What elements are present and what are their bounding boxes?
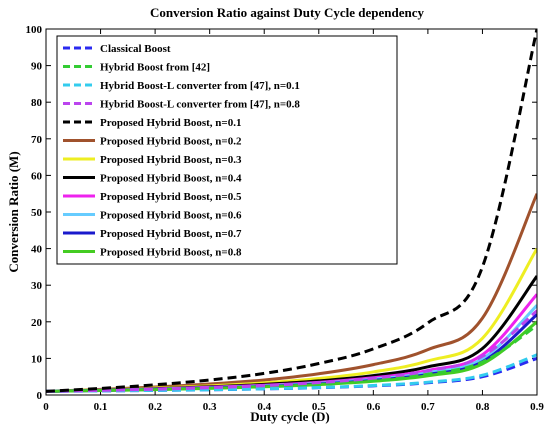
- y-tick-label: 20: [31, 317, 43, 329]
- y-tick-label: 80: [31, 97, 43, 109]
- legend-box: [56, 35, 398, 265]
- legend: Classical Boost Hybrid Boost from [42] Hyb…: [56, 35, 398, 265]
- series-line-3: [46, 353, 537, 393]
- x-tick-label: 0.3: [203, 401, 217, 413]
- legend-label: Proposed Hybrid Boost, n=0.3: [100, 154, 242, 166]
- legend-label: Proposed Hybrid Boost, n=0.8: [100, 247, 242, 259]
- x-tick-label: 0.6: [366, 401, 380, 413]
- legend-label: Classical Boost: [100, 43, 171, 55]
- y-tick-label: 70: [31, 134, 43, 146]
- x-tick-label: 0.2: [148, 401, 162, 413]
- series-line-8: [46, 275, 537, 393]
- ticks: 0 0.1 0.2 0.3 0.4 0.5 0.6 0.7 0.8 0.9 0 10 20 30 40 50 6…: [26, 24, 545, 413]
- y-tick-label: 30: [31, 280, 43, 292]
- x-tick-label: 0.4: [257, 401, 271, 413]
- legend-label: Proposed Hybrid Boost, n=0.5: [100, 191, 242, 203]
- x-tick-label: 0.1: [94, 401, 108, 413]
- chart-title: Conversion Ratio against Duty Cycle depe…: [150, 5, 425, 20]
- legend-label: Hybrid Boost-L converter from [47], n=0.…: [100, 80, 300, 92]
- x-axis-label: Duty cycle (D): [250, 409, 329, 424]
- legend-label: Proposed Hybrid Boost, n=0.1: [100, 117, 241, 129]
- y-tick-label: 10: [31, 353, 43, 365]
- plot-frame: [45, 28, 538, 396]
- legend-label: Hybrid Boost from [42]: [100, 62, 210, 74]
- y-tick-label: 60: [31, 170, 43, 182]
- x-tick-label: 0.7: [421, 401, 435, 413]
- legend-label: Proposed Hybrid Boost, n=0.4: [100, 173, 242, 185]
- x-tick-label: 0.9: [530, 401, 544, 413]
- x-tick-label: 0: [43, 401, 49, 413]
- y-tick-label: 100: [26, 24, 43, 36]
- y-axis-label: Conversion Ratio (M): [6, 151, 21, 272]
- legend-label: Hybrid Boost-L converter from [47], n=0.…: [100, 99, 300, 111]
- y-tick-label: 40: [31, 244, 43, 256]
- legend-label: Proposed Hybrid Boost, n=0.6: [100, 210, 242, 222]
- series-line-5: [46, 29, 537, 393]
- y-tick-label: 90: [31, 61, 43, 73]
- series-line-12: [46, 320, 537, 393]
- x-tick-label: 0.8: [476, 401, 490, 413]
- legend-label: Proposed Hybrid Boost, n=0.7: [100, 228, 242, 240]
- legend-label: Proposed Hybrid Boost, n=0.2: [100, 136, 242, 148]
- y-tick-label: 50: [31, 207, 43, 219]
- x-tick-label: 0.5: [312, 401, 326, 413]
- series-layer: [46, 29, 537, 393]
- y-tick-label: 0: [37, 390, 43, 402]
